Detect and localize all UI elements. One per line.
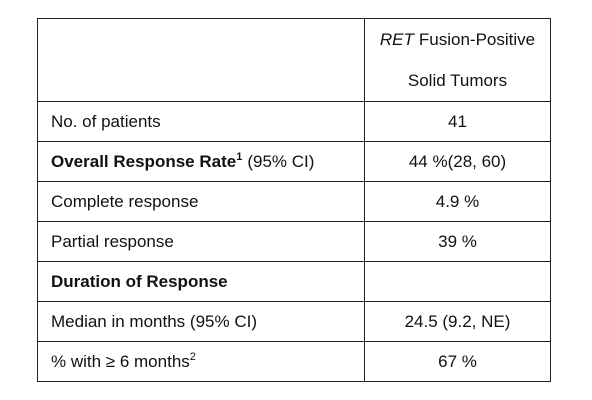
value-cell: 44 %(28, 60) [364,141,551,182]
label-note: (95% CI) [247,151,315,171]
value: 24.5 (9.2, NE) [404,311,511,331]
value-cell [364,261,551,302]
header-line: Solid Tumors [365,60,550,101]
row: No. of patients 41 [37,101,551,142]
results-table: RET Fusion-Positive Solid Tumors No. of p… [37,18,551,382]
value: 44 %(28, 60) [408,151,507,171]
value: 39 % [438,231,477,251]
value: 41 [448,111,467,131]
row: % with ≥ 6 months2 67 % [37,341,551,382]
row: Complete response 4.9 % [37,181,551,222]
label: Median in months (95% CI) [51,311,257,331]
value: 67 % [438,351,477,371]
label-cell: % with ≥ 6 months2 [37,341,365,382]
footnote-ref: 1 [236,150,243,163]
row: Duration of Response [37,261,551,302]
label: No. of patients [51,111,161,131]
value: 4.9 % [435,191,480,211]
row: Partial response 39 % [37,221,551,262]
table-body: RET Fusion-Positive Solid Tumors No. of p… [37,18,551,382]
header-em: RET [379,30,414,49]
header-row: RET Fusion-Positive Solid Tumors [37,18,551,102]
value-cell: 39 % [364,221,551,262]
value-cell: 24.5 (9.2, NE) [364,301,551,342]
header-empty-cell [37,18,365,102]
label-cell: Median in months (95% CI) [37,301,365,342]
label: % with ≥ 6 months [51,351,190,371]
label-cell: Complete response [37,181,365,222]
label-cell: Duration of Response [37,261,365,302]
header-line: RET Fusion-Positive [365,19,550,60]
label: Duration of Response [51,271,228,291]
label-cell: Overall Response Rate1 (95% CI) [37,141,365,182]
header-text: Solid Tumors [407,71,508,90]
label-cell: No. of patients [37,101,365,142]
row: Median in months (95% CI) 24.5 (9.2, NE) [37,301,551,342]
label: Partial response [51,231,174,251]
label-cell: Partial response [37,221,365,262]
value-cell: 4.9 % [364,181,551,222]
label: Overall Response Rate [51,151,237,171]
value-cell: 67 % [364,341,551,382]
label: Complete response [51,191,199,211]
value-cell: 41 [364,101,551,142]
header-text: Fusion-Positive [418,30,536,49]
header-cell: RET Fusion-Positive Solid Tumors [364,18,551,102]
footnote-ref: 2 [189,350,196,363]
row: Overall Response Rate1 (95% CI) 44 %(28, 6… [37,141,551,182]
